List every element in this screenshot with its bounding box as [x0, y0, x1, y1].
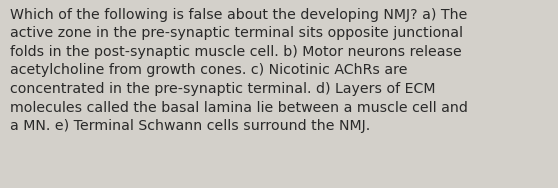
Text: Which of the following is false about the developing NMJ? a) The
active zone in : Which of the following is false about th… — [10, 8, 468, 133]
